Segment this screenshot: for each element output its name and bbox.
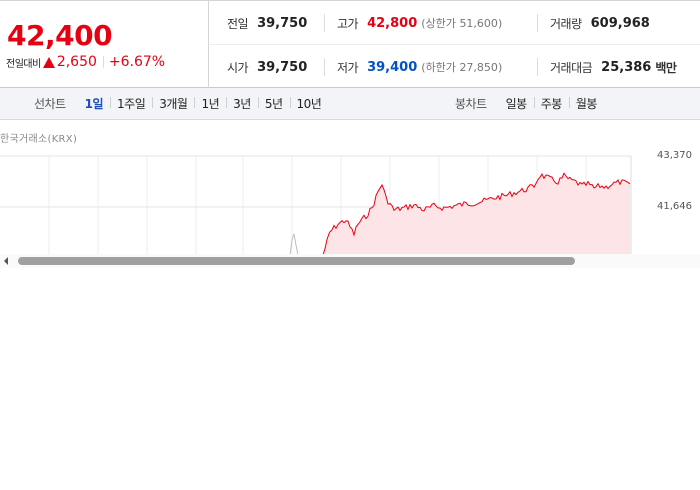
quote-row-2: 시가 39,750 저가 39,400 (하한가 27,850) 거래대금 25…	[210, 45, 700, 89]
high-label: 고가	[337, 16, 359, 31]
line-period-tab[interactable]: 10년	[289, 95, 329, 112]
line-chart-title: 선차트	[34, 97, 66, 111]
change-rate: +6.67%	[108, 54, 166, 70]
line-period-tab[interactable]: 1주일	[110, 95, 152, 112]
line-period-tab[interactable]: 1년	[194, 95, 226, 112]
cell-divider	[324, 58, 325, 76]
cell-divider	[324, 14, 325, 32]
data-source: 한국거래소(KRX)	[0, 134, 78, 145]
intraday-chart: 한국거래소(KRX) 43,370 41,646	[0, 120, 700, 255]
scroll-thumb[interactable]	[18, 257, 575, 265]
candle-period-tab[interactable]: 주봉	[533, 95, 569, 112]
lower-limit-value: 27,850	[459, 61, 498, 74]
low-value: 39,400	[367, 59, 418, 75]
prev-close-cell: 전일 39,750	[227, 1, 307, 45]
candle-chart-title: 봉차트	[455, 97, 487, 111]
upper-limit: (상한가 51,600)	[421, 17, 503, 30]
volume-value: 609,968	[590, 15, 650, 31]
lower-limit: (하한가 27,850)	[421, 61, 503, 74]
trade-value-cell: 거래대금 25,386 백만	[550, 45, 677, 89]
change-amount: 2,650	[56, 54, 97, 70]
candle-period-tab[interactable]: 일봉	[505, 97, 528, 111]
prev-close-label: 전일	[227, 16, 249, 31]
open-label: 시가	[227, 60, 249, 75]
upper-limit-value: 51,600	[459, 17, 498, 30]
line-period-tab[interactable]: 1일	[84, 97, 104, 111]
low-cell: 저가 39,400 (하한가 27,850)	[337, 45, 502, 89]
pre-market-trace	[289, 233, 299, 255]
up-triangle-icon	[42, 56, 55, 68]
price-change: 전일대비 2,650 +6.67%	[6, 54, 165, 70]
y-axis-label-top: 43,370	[657, 150, 692, 161]
chart-canvas	[0, 155, 632, 255]
quote-row-1: 전일 39,750 고가 42,800 (상한가 51,600) 거래량 609…	[210, 1, 700, 45]
price-box: 42,400 전일대비 2,650 +6.67%	[0, 1, 209, 88]
candle-period-tab[interactable]: 월봉	[568, 95, 604, 112]
chart-scrollbar[interactable]	[0, 254, 700, 268]
volume-label: 거래량	[550, 16, 582, 31]
cell-divider	[537, 14, 538, 32]
lower-limit-label: 하한가	[425, 61, 456, 74]
low-label: 저가	[337, 60, 359, 75]
line-period-tab[interactable]: 5년	[257, 95, 290, 112]
scroll-left-arrow-icon[interactable]	[4, 257, 8, 265]
trade-value-unit: 백만	[655, 60, 677, 75]
stock-quote-panel: 42,400 전일대비 2,650 +6.67% 전일 39,750 고가 42…	[0, 0, 700, 88]
upper-limit-label: 상한가	[425, 17, 456, 30]
prev-close-value: 39,750	[257, 15, 308, 31]
open-value: 39,750	[257, 59, 308, 75]
current-price: 42,400	[7, 19, 113, 52]
candle-chart-tabs: 봉차트 일봉 주봉 월봉	[455, 88, 604, 119]
chart-period-tabs: 선차트 1일 1주일 3개월 1년 3년 5년 10년 봉차트 일봉 주봉 월봉	[0, 88, 700, 120]
change-label: 전일대비	[6, 58, 41, 70]
y-axis-label-mid: 41,646	[657, 201, 692, 212]
volume-cell: 거래량 609,968	[550, 1, 650, 45]
price-area-fill	[323, 173, 630, 255]
high-cell: 고가 42,800 (상한가 51,600)	[337, 1, 502, 45]
change-divider	[102, 56, 104, 68]
line-period-tab[interactable]: 3년	[226, 95, 258, 112]
trade-value-value: 25,386	[601, 59, 652, 75]
line-chart-tabs: 선차트 1일 1주일 3개월 1년 3년 5년 10년	[34, 88, 328, 119]
line-period-tab[interactable]: 3개월	[152, 95, 194, 112]
high-value: 42,800	[367, 15, 418, 31]
price-line	[322, 172, 631, 255]
cell-divider	[537, 58, 538, 76]
trade-value-label: 거래대금	[550, 60, 593, 75]
open-cell: 시가 39,750	[227, 45, 307, 89]
